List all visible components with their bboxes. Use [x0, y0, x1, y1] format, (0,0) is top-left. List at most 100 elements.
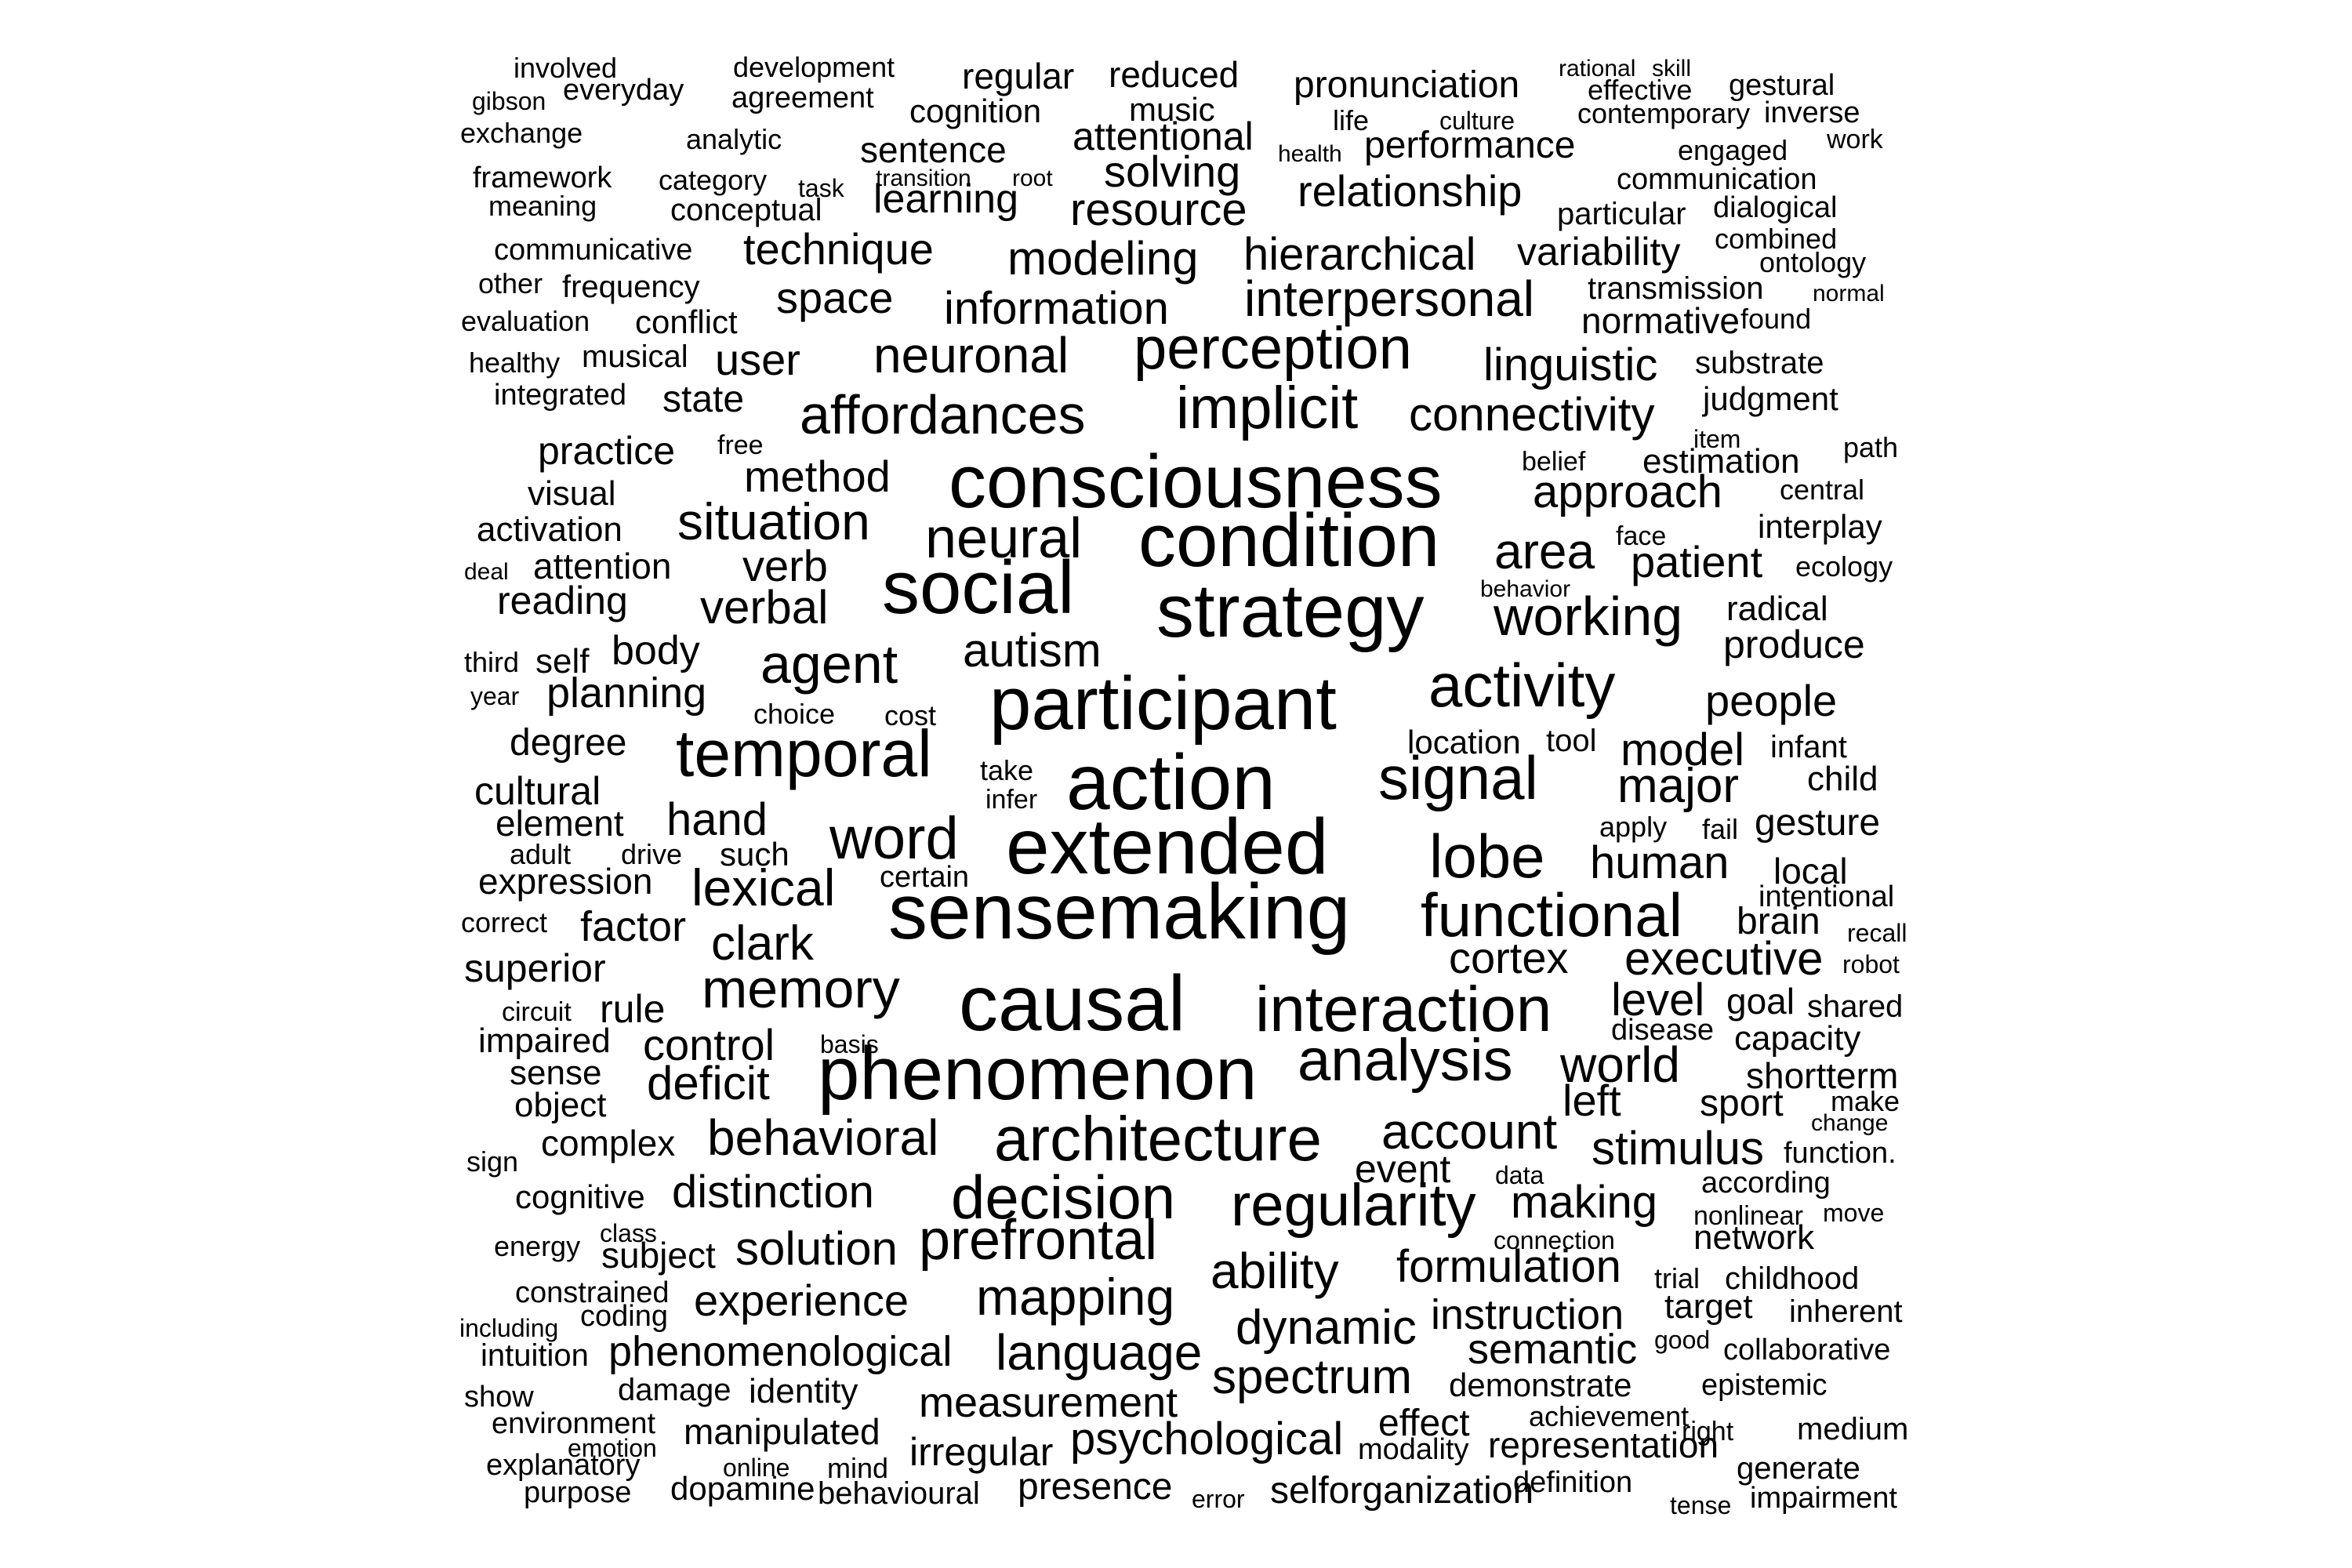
cloud-word-space: space [776, 273, 894, 322]
cloud-word-found: found [1740, 303, 1812, 335]
cloud-word-tool: tool [1546, 724, 1597, 758]
cloud-word-experience: experience [694, 1276, 909, 1325]
cloud-word-situation: situation [677, 492, 870, 550]
cloud-word-goal: goal [1726, 981, 1795, 1022]
cloud-word-memory: memory [702, 958, 900, 1019]
cloud-word-functional: functional [1421, 880, 1682, 949]
cloud-word-subject: subject [601, 1235, 716, 1276]
cloud-word-implicit: implicit [1176, 375, 1359, 441]
cloud-word-complex: complex [541, 1123, 676, 1163]
cloud-word-analytic: analytic [686, 123, 782, 155]
cloud-word-selforganization: selforganization [1270, 1470, 1534, 1512]
cloud-word-executive: executive [1624, 932, 1824, 985]
cloud-word-instruction: instruction [1431, 1291, 1624, 1338]
cloud-word-culture: culture [1439, 107, 1515, 135]
cloud-word-third: third [464, 646, 520, 678]
cloud-word-technique: technique [743, 224, 934, 274]
cloud-word-correct: correct [461, 906, 548, 938]
cloud-word-presence: presence [1018, 1466, 1173, 1508]
cloud-word-good: good [1654, 1326, 1711, 1354]
cloud-word-cognition: cognition [909, 93, 1042, 129]
cloud-word-regular: regular [962, 56, 1075, 96]
cloud-word-including: including [459, 1314, 559, 1342]
cloud-word-emotion: emotion [568, 1434, 657, 1462]
cloud-word-making: making [1511, 1177, 1657, 1228]
cloud-word-environment: environment [492, 1407, 656, 1440]
cloud-word-behavioural: behavioural [818, 1476, 980, 1511]
cloud-word-substrate: substrate [1695, 346, 1824, 380]
cloud-word-work: work [1827, 125, 1883, 154]
cloud-word-location: location [1407, 724, 1521, 760]
cloud-word-control: control [643, 1020, 775, 1069]
cloud-word-neural: neural [925, 507, 1083, 570]
cloud-word-architecture: architecture [994, 1104, 1322, 1174]
cloud-word-achievement: achievement [1529, 1400, 1690, 1432]
cloud-word-neuronal: neuronal [873, 327, 1069, 383]
cloud-word-produce: produce [1723, 622, 1865, 666]
cloud-word-dynamic: dynamic [1236, 1301, 1417, 1355]
cloud-word-irregular: irregular [909, 1430, 1054, 1474]
cloud-word-online: online [723, 1454, 790, 1482]
cloud-word-working: working [1494, 586, 1683, 647]
cloud-word-cortex: cortex [1449, 933, 1569, 982]
cloud-word-free: free [717, 430, 764, 460]
cloud-word-attentional: attentional [1073, 114, 1254, 158]
cloud-word-measurement: measurement [919, 1379, 1178, 1426]
cloud-word-account: account [1381, 1103, 1558, 1160]
cloud-word-hierarchical: hierarchical [1243, 229, 1476, 280]
cloud-word-representation: representation [1488, 1425, 1719, 1465]
cloud-word-lobe: lobe [1429, 822, 1545, 891]
cloud-word-agreement: agreement [731, 82, 874, 114]
cloud-word-reduced: reduced [1109, 54, 1240, 95]
cloud-word-evaluation: evaluation [461, 305, 590, 337]
cloud-word-skill: skill [1652, 56, 1691, 82]
cloud-word-generate: generate [1737, 1451, 1860, 1486]
cloud-word-such: such [720, 836, 789, 873]
cloud-word-planning: planning [546, 670, 707, 717]
cloud-word-recall: recall [1847, 919, 1907, 947]
cloud-word-engaged: engaged [1678, 134, 1788, 166]
cloud-word-healthy: healthy [469, 347, 561, 379]
cloud-word-decision: decision [951, 1163, 1176, 1232]
cloud-word-causal: causal [959, 960, 1186, 1047]
cloud-word-inverse: inverse [1764, 96, 1860, 129]
cloud-word-condition: condition [1138, 499, 1440, 583]
cloud-word-collaborative: collaborative [1723, 1334, 1891, 1367]
cloud-word-inherent: inherent [1789, 1294, 1903, 1329]
cloud-word-integrated: integrated [494, 379, 627, 412]
cloud-word-normal: normal [1813, 281, 1885, 307]
cloud-word-attention: attention [533, 546, 672, 586]
cloud-word-mapping: mapping [976, 1268, 1175, 1326]
cloud-word-deficit: deficit [647, 1057, 770, 1109]
cloud-word-error: error [1192, 1485, 1245, 1513]
cloud-word-year: year [470, 682, 520, 710]
cloud-word-sensemaking: sensemaking [888, 868, 1351, 956]
cloud-word-regularity: regularity [1231, 1172, 1476, 1239]
cloud-word-choice: choice [753, 698, 836, 730]
cloud-word-right: right [1682, 1417, 1734, 1446]
cloud-word-shared: shared [1807, 989, 1904, 1024]
cloud-word-ability: ability [1210, 1243, 1339, 1299]
cloud-word-model: model [1621, 724, 1744, 775]
cloud-word-temporal: temporal [676, 717, 932, 790]
cloud-word-variability: variability [1517, 230, 1681, 274]
cloud-word-child: child [1807, 760, 1878, 798]
cloud-word-impairment: impairment [1750, 1482, 1897, 1515]
cloud-word-interpersonal: interpersonal [1244, 270, 1534, 327]
cloud-word-expression: expression [478, 861, 653, 902]
cloud-word-health: health [1278, 141, 1342, 167]
cloud-word-communication: communication [1617, 163, 1817, 196]
cloud-word-infant: infant [1770, 730, 1847, 764]
cloud-word-cultural: cultural [474, 769, 601, 813]
cloud-word-lexical: lexical [691, 858, 836, 916]
cloud-word-method: method [744, 452, 891, 501]
cloud-word-conceptual: conceptual [670, 193, 822, 227]
cloud-word-transition: transition [876, 165, 971, 191]
cloud-word-state: state [662, 379, 745, 420]
cloud-word-mind: mind [827, 1452, 889, 1484]
cloud-word-phenomenological: phenomenological [608, 1328, 953, 1375]
cloud-word-disease: disease [1611, 1014, 1714, 1047]
cloud-word-everyday: everyday [563, 74, 684, 107]
cloud-word-left: left [1563, 1076, 1621, 1125]
